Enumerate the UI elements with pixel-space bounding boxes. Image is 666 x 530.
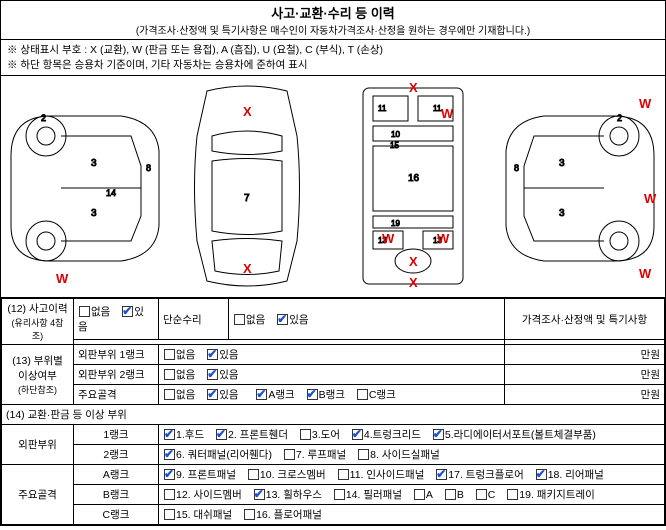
mark-x-trunk: X — [243, 261, 252, 276]
row13-label-a: (13) 부위별 — [6, 353, 69, 368]
car-diagram-row: 2 3 3 14 8 W 7 X X — [1, 76, 665, 298]
cb-p4[interactable] — [352, 429, 363, 440]
cb-mf-none[interactable] — [164, 389, 175, 400]
cb-p13[interactable] — [254, 489, 265, 500]
row14-label: (14) 교환·판금 등 이상 부위 — [6, 409, 127, 421]
cb-p16[interactable] — [244, 509, 255, 520]
svg-text:2: 2 — [41, 113, 46, 123]
page-subtitle: (가격조사·산정액 및 특기사항은 매수인이 자동차가격조사·산정을 원하는 경… — [1, 22, 665, 37]
svg-text:19: 19 — [391, 219, 400, 228]
cb-p3[interactable] — [300, 429, 311, 440]
svg-text:15: 15 — [390, 141, 399, 150]
cb-or1-has[interactable] — [207, 349, 218, 360]
cb-p7[interactable] — [284, 449, 295, 460]
simple-repair-label: 단순수리 — [163, 314, 202, 326]
rankA-label2: A랭크 — [103, 469, 129, 481]
main-frame-label: 주요골격 — [78, 389, 117, 401]
svg-text:3: 3 — [559, 208, 565, 219]
outer-rank1-label: 외판부위 1랭크 — [78, 349, 145, 361]
rankC-label2: C랭크 — [103, 509, 130, 521]
legend-line-1: ※ 상태표시 부호 : X (교환), W (판금 또는 용접), A (흠집)… — [7, 43, 659, 58]
mark-w-right-rear: W — [639, 266, 651, 281]
svg-text:3: 3 — [91, 158, 97, 169]
svg-text:11: 11 — [378, 104, 387, 113]
cb-p17[interactable] — [436, 469, 447, 480]
cb-pA[interactable] — [414, 489, 425, 500]
cb-p14[interactable] — [334, 489, 345, 500]
cb-mf-has[interactable] — [207, 389, 218, 400]
row12-label-b: (유리사항 4참조) — [6, 316, 69, 342]
history-table: (12) 사고이력 (유리사항 4참조) 없음 있음 단순수리 없음 있음 가격… — [1, 298, 665, 525]
svg-text:2: 2 — [617, 113, 622, 123]
mark-w-roof-r: W — [441, 106, 453, 121]
r2-label: 2랭크 — [103, 449, 128, 461]
cb-accident-none[interactable] — [79, 306, 90, 317]
cb-or1-none[interactable] — [164, 349, 175, 360]
cb-p5[interactable] — [433, 429, 444, 440]
cb-or2-has[interactable] — [207, 369, 218, 380]
mark-x-top: X — [409, 80, 418, 95]
cb-simple-none[interactable] — [234, 314, 245, 325]
cb-pC[interactable] — [476, 489, 487, 500]
cb-p10[interactable] — [248, 469, 259, 480]
svg-text:3: 3 — [91, 208, 97, 219]
row13-label-c: (하단참조) — [6, 383, 69, 396]
cb-p2[interactable] — [216, 429, 227, 440]
cb-rank-c[interactable] — [357, 389, 368, 400]
svg-text:3: 3 — [559, 158, 565, 169]
svg-text:10: 10 — [391, 130, 400, 139]
svg-text:16: 16 — [408, 173, 420, 184]
legend-line-2: ※ 하단 항목은 승용차 기준이며, 기타 자동차는 승용차에 준하여 표시 — [7, 58, 659, 73]
mark-w-right-front: W — [639, 96, 651, 111]
cb-rank-a[interactable] — [256, 389, 267, 400]
cb-accident-has[interactable] — [122, 306, 133, 317]
cb-simple-has[interactable] — [277, 314, 288, 325]
mark-x-hood: X — [243, 104, 252, 119]
mark-w-left-rear: W — [56, 271, 68, 286]
svg-text:7: 7 — [244, 193, 250, 204]
row12-label-a: (12) 사고이력 — [6, 301, 69, 316]
price-label: 가격조사·산정액 및 특기사항 — [522, 314, 647, 326]
rankB-label2: B랭크 — [103, 489, 129, 501]
mark-x-floor-bottom: X — [409, 275, 418, 290]
outer-area-label: 외판부위 — [18, 439, 57, 451]
won1: 만원 — [641, 349, 660, 361]
cb-p9[interactable] — [164, 469, 175, 480]
svg-text:8: 8 — [146, 163, 151, 173]
cb-p18[interactable] — [536, 469, 547, 480]
page-title: 사고·교환·수리 등 이력 — [1, 3, 665, 22]
cb-p1[interactable] — [164, 429, 175, 440]
cb-p19[interactable] — [507, 489, 518, 500]
r1-label: 1랭크 — [103, 429, 128, 441]
mark-w-bumper-l: W — [382, 231, 394, 246]
svg-text:8: 8 — [514, 163, 519, 173]
cb-p12[interactable] — [164, 489, 175, 500]
cb-or2-none[interactable] — [164, 369, 175, 380]
cb-p6[interactable] — [164, 449, 175, 460]
cb-p11[interactable] — [338, 469, 349, 480]
outer-rank2-label: 외판부위 2랭크 — [78, 369, 145, 381]
won2: 만원 — [641, 369, 660, 381]
mark-w-right-mid: W — [644, 191, 656, 206]
cb-p15[interactable] — [164, 509, 175, 520]
svg-text:14: 14 — [106, 188, 116, 198]
cb-rank-b[interactable] — [307, 389, 318, 400]
cb-p8[interactable] — [358, 449, 369, 460]
won3: 만원 — [641, 389, 660, 401]
main-frame2-label: 주요골격 — [18, 489, 57, 501]
mark-x-floor-center: X — [409, 254, 418, 269]
mark-w-bumper-r: W — [437, 231, 449, 246]
cb-pB[interactable] — [445, 489, 456, 500]
row13-label-b: 이상여부 — [6, 368, 69, 383]
